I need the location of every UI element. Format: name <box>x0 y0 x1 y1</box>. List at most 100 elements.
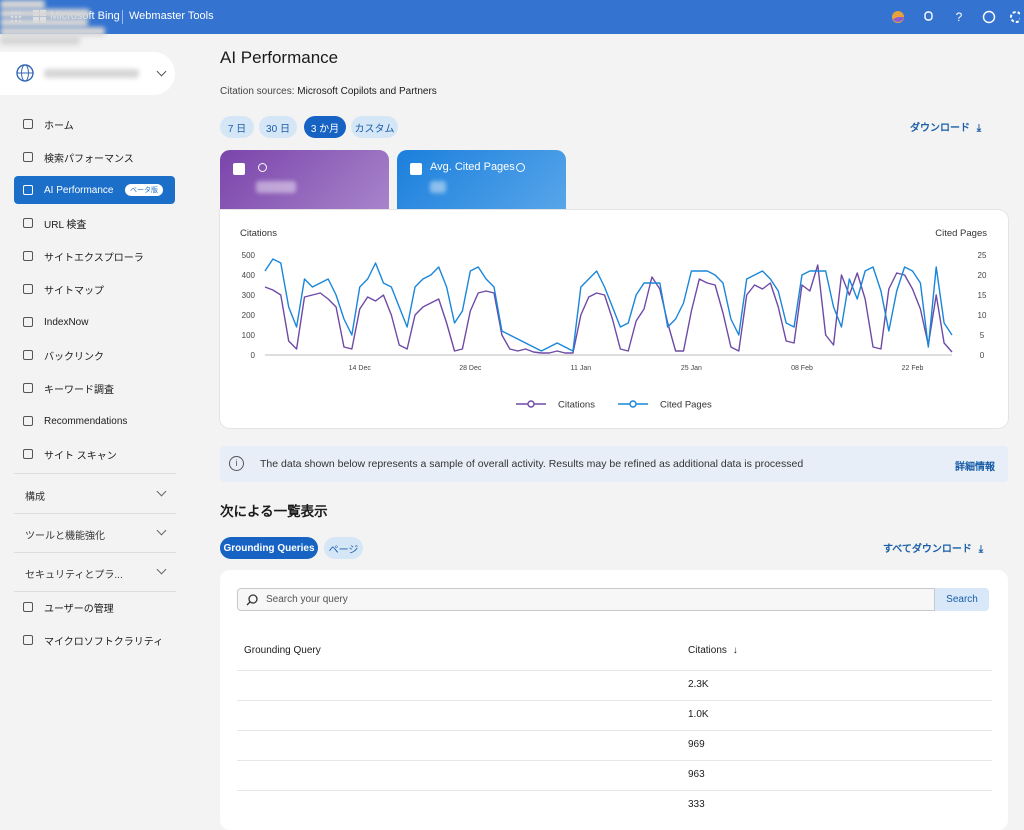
nav-item[interactable]: URL 検査 <box>14 209 175 237</box>
download-link[interactable]: ダウンロード ⤓ <box>910 123 982 134</box>
source-label: Citation sources: Microsoft Copilots and… <box>220 86 437 97</box>
source-label-text: Citation sources: <box>220 86 295 97</box>
notice-banner: i The data shown below represents a samp… <box>220 446 1008 482</box>
y-tick-label: 300 <box>242 291 256 300</box>
nav-label: サイトエクスプローラ <box>44 252 144 264</box>
nav-label: URL 検査 <box>44 219 87 231</box>
nav-label: マイクロソフトクラリティ <box>44 636 164 648</box>
legend-label: Cited Pages <box>660 400 712 411</box>
metric-value-blurred <box>430 181 446 193</box>
globe-icon <box>16 64 34 82</box>
top-bar: Microsoft Bing Webmaster Tools ? <box>0 0 1024 34</box>
download-text: ダウンロード <box>910 123 970 134</box>
site-name-blurred <box>44 69 139 78</box>
info-icon: i <box>229 456 244 471</box>
chart: Citations Cited Pages 0 100 200 300 400 500 0 5… <box>240 228 987 411</box>
search-icon <box>246 594 258 606</box>
nav-group[interactable]: 構成 <box>25 486 167 503</box>
legend-label: Citations <box>558 400 595 411</box>
x-tick-label: 22 Feb <box>902 365 924 372</box>
nav-icon <box>23 119 33 129</box>
nav-item[interactable]: キーワード調査 <box>14 374 175 402</box>
checkbox[interactable] <box>233 163 245 175</box>
nav-item[interactable]: マイクロソフトクラリティ <box>14 626 175 654</box>
page-title: AI Performance <box>220 48 339 67</box>
range-button[interactable]: カスタム <box>351 116 398 138</box>
chevron <box>156 564 167 575</box>
query-blurred <box>0 0 45 9</box>
nav-icon <box>23 635 33 645</box>
nav-label: ユーザーの管理 <box>44 603 114 615</box>
range-button[interactable]: 3 か月 <box>304 116 346 138</box>
legend-marker <box>527 400 535 408</box>
chart-card: Citations Cited Pages 0 100 200 300 400 500 0 5… <box>220 210 1008 428</box>
info-icon <box>258 163 267 172</box>
y2-tick-label: 25 <box>978 251 987 260</box>
nav-label: IndexNow <box>44 316 89 328</box>
nav-icon <box>23 416 33 426</box>
query-blurred <box>0 36 80 45</box>
nav-item[interactable]: サイトエクスプローラ <box>14 242 175 270</box>
x-tick-label: 28 Dec <box>459 365 482 372</box>
separator <box>14 552 176 553</box>
y-tick-label: 200 <box>242 311 256 320</box>
y-tick-label: 500 <box>242 251 256 260</box>
chevron <box>156 525 167 536</box>
x-tick-label: 14 Dec <box>349 365 372 372</box>
citations-cell: 969 <box>688 739 705 750</box>
nav-group[interactable]: セキュリティとプラ... <box>25 564 167 581</box>
range-button[interactable]: 30 日 <box>259 116 297 138</box>
nav-icon <box>23 383 33 393</box>
metric-label: Avg. Cited Pages <box>430 161 515 173</box>
y-tick-label: 0 <box>251 351 256 360</box>
notice-link[interactable]: 詳細情報 <box>955 462 995 473</box>
y-tick-label: 100 <box>242 331 256 340</box>
row-divider <box>237 790 992 791</box>
checkbox[interactable] <box>410 163 422 175</box>
chevron <box>156 486 167 497</box>
citations-cell: 963 <box>688 769 705 780</box>
nav-label: キーワード調査 <box>44 384 114 396</box>
y-tick-label: 400 <box>242 271 256 280</box>
nav-item[interactable]: 検索パフォーマンス <box>14 143 175 171</box>
chevron <box>156 66 167 77</box>
top-icons[interactable]: ? <box>890 9 1020 25</box>
nav-item[interactable]: IndexNow <box>14 308 175 336</box>
nav-group[interactable]: ツールと機能強化 <box>25 525 167 542</box>
tab[interactable]: Grounding Queries <box>220 537 318 559</box>
metric-card-cited-pages[interactable]: Avg. Cited Pages <box>397 150 566 220</box>
range-button[interactable]: 7 日 <box>220 116 254 138</box>
nav-label: AI Performance <box>44 184 114 196</box>
nav-icon <box>23 218 33 228</box>
legend-marker <box>629 400 637 408</box>
nav-label: ホーム <box>44 120 74 132</box>
beta-badge: ベータ版 <box>125 184 163 196</box>
citations-cell: 2.3K <box>688 679 709 690</box>
search-button[interactable]: Search <box>935 588 989 611</box>
nav-item[interactable]: ユーザーの管理 <box>14 593 175 621</box>
metric-card-citations[interactable] <box>220 150 389 220</box>
y2-tick-label: 20 <box>978 271 987 280</box>
column-header[interactable]: Citations ↓ <box>688 645 738 656</box>
column-header[interactable]: Grounding Query <box>244 645 321 656</box>
nav-item[interactable]: AI Performance ベータ版 <box>14 176 175 204</box>
series-line <box>264 258 953 352</box>
y-axis-title: Citations <box>240 228 277 239</box>
search-input[interactable]: Search your query <box>237 588 935 611</box>
nav-item[interactable]: ホーム <box>14 110 175 138</box>
y2-tick-label: 5 <box>980 331 985 340</box>
row-divider <box>237 700 992 701</box>
tab[interactable]: ページ <box>324 537 363 559</box>
nav-item[interactable]: Recommendations <box>14 407 175 435</box>
series-line <box>264 264 953 354</box>
nav-icon <box>23 152 33 162</box>
nav-item[interactable]: バックリンク <box>14 341 175 369</box>
x-tick-label: 11 Jan <box>571 365 592 372</box>
nav-item[interactable]: サイトマップ <box>14 275 175 303</box>
citations-cell: 1.0K <box>688 709 709 720</box>
y2-tick-label: 10 <box>978 311 987 320</box>
row-divider <box>237 730 992 731</box>
site-selector[interactable] <box>0 52 175 95</box>
download-all-link[interactable]: すべてダウンロード ⤓ <box>883 544 984 555</box>
nav-item[interactable]: サイト スキャン <box>14 440 175 468</box>
